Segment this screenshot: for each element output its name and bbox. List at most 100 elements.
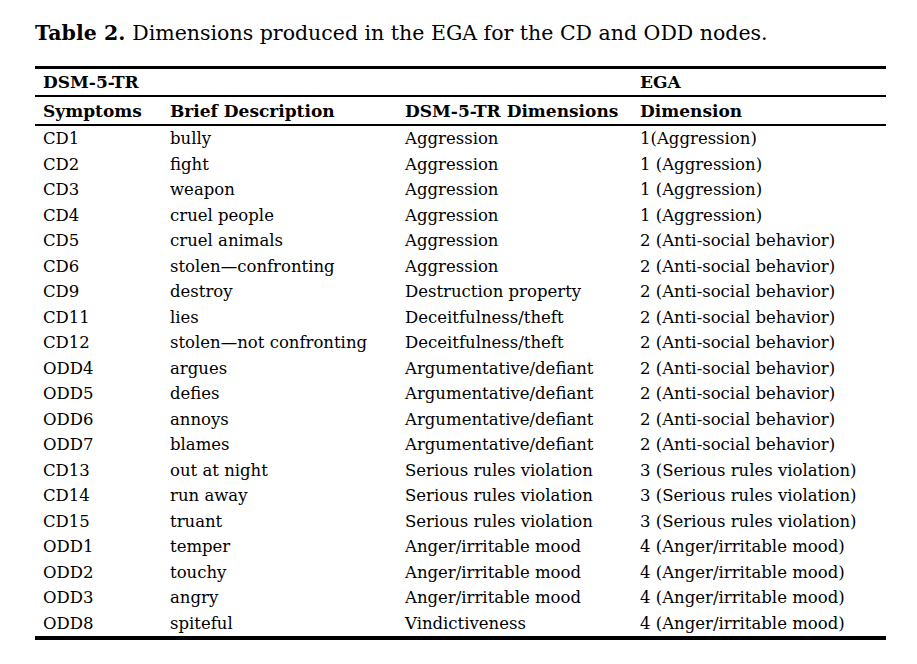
cell-brief-description: truant [162,509,397,535]
table-row: CD2fightAggression1 (Aggression) [35,152,886,178]
cell-dsm-dimension: Destruction property [397,279,632,305]
cell-brief-description: stolen—not confronting [162,330,397,356]
cell-brief-description: destroy [162,279,397,305]
table-row: CD14run awaySerious rules violation3 (Se… [35,483,886,509]
table-row: ODD5defiesArgumentative/defiant2 (Anti-s… [35,381,886,407]
cell-ega-dimension: 2 (Anti-social behavior) [632,254,886,280]
cell-symptom: ODD4 [35,356,162,382]
table-caption-text: Dimensions produced in the EGA for the C… [132,21,767,45]
cell-dsm-dimension: Anger/irritable mood [397,534,632,560]
cell-symptom: ODD8 [35,611,162,639]
cell-brief-description: touchy [162,560,397,586]
table-row: CD5cruel animalsAggression2 (Anti-social… [35,228,886,254]
cell-symptom: CD1 [35,125,162,152]
ega-dimensions-table: DSM-5-TR EGA Symptoms Brief Description … [35,66,886,640]
cell-dsm-dimension: Deceitfulness/theft [397,305,632,331]
cell-ega-dimension: 2 (Anti-social behavior) [632,381,886,407]
cell-brief-description: cruel animals [162,228,397,254]
cell-symptom: CD13 [35,458,162,484]
cell-ega-dimension: 2 (Anti-social behavior) [632,228,886,254]
cell-ega-dimension: 4 (Anger/irritable mood) [632,534,886,560]
cell-dsm-dimension: Aggression [397,177,632,203]
group-header-ega: EGA [632,68,886,97]
table-row: CD12stolen—not confrontingDeceitfulness/… [35,330,886,356]
cell-dsm-dimension: Vindictiveness [397,611,632,639]
cell-symptom: CD2 [35,152,162,178]
column-header-dsm-5-tr-dimensions: DSM-5-TR Dimensions [397,96,632,125]
cell-brief-description: cruel people [162,203,397,229]
cell-dsm-dimension: Aggression [397,228,632,254]
cell-dsm-dimension: Serious rules violation [397,483,632,509]
cell-dsm-dimension: Argumentative/defiant [397,381,632,407]
table-caption-label: Table 2. [35,21,125,45]
cell-brief-description: fight [162,152,397,178]
cell-brief-description: spiteful [162,611,397,639]
column-header-dimension: Dimension [632,96,886,125]
cell-ega-dimension: 3 (Serious rules violation) [632,458,886,484]
cell-symptom: ODD3 [35,585,162,611]
cell-symptom: ODD5 [35,381,162,407]
cell-dsm-dimension: Aggression [397,203,632,229]
cell-dsm-dimension: Argumentative/defiant [397,356,632,382]
cell-dsm-dimension: Aggression [397,125,632,152]
table-row: ODD3angryAnger/irritable mood4 (Anger/ir… [35,585,886,611]
cell-dsm-dimension: Argumentative/defiant [397,407,632,433]
table-row: ODD4arguesArgumentative/defiant2 (Anti-s… [35,356,886,382]
cell-symptom: ODD6 [35,407,162,433]
table-row: CD11liesDeceitfulness/theft2 (Anti-socia… [35,305,886,331]
cell-brief-description: angry [162,585,397,611]
table-row: ODD6annoysArgumentative/defiant2 (Anti-s… [35,407,886,433]
cell-ega-dimension: 2 (Anti-social behavior) [632,330,886,356]
cell-brief-description: run away [162,483,397,509]
table-row: ODD7blamesArgumentative/defiant2 (Anti-s… [35,432,886,458]
cell-brief-description: lies [162,305,397,331]
table-row: CD13out at nightSerious rules violation3… [35,458,886,484]
group-header-dsm-5-tr: DSM-5-TR [35,68,632,97]
page: Table 2. Dimensions produced in the EGA f… [0,0,917,664]
column-header-row: Symptoms Brief Description DSM-5-TR Dime… [35,96,886,125]
cell-dsm-dimension: Aggression [397,254,632,280]
group-header-row: DSM-5-TR EGA [35,68,886,97]
table-row: ODD8spitefulVindictiveness4 (Anger/irrit… [35,611,886,639]
table-row: ODD2touchyAnger/irritable mood4 (Anger/i… [35,560,886,586]
column-header-brief-description: Brief Description [162,96,397,125]
cell-brief-description: weapon [162,177,397,203]
cell-dsm-dimension: Deceitfulness/theft [397,330,632,356]
cell-ega-dimension: 4 (Anger/irritable mood) [632,560,886,586]
cell-ega-dimension: 1(Aggression) [632,125,886,152]
cell-symptom: CD5 [35,228,162,254]
table-row: ODD1temperAnger/irritable mood4 (Anger/i… [35,534,886,560]
cell-ega-dimension: 2 (Anti-social behavior) [632,432,886,458]
cell-brief-description: temper [162,534,397,560]
cell-ega-dimension: 1 (Aggression) [632,203,886,229]
cell-symptom: CD9 [35,279,162,305]
cell-ega-dimension: 2 (Anti-social behavior) [632,305,886,331]
table-row: CD15truantSerious rules violation3 (Seri… [35,509,886,535]
cell-ega-dimension: 2 (Anti-social behavior) [632,407,886,433]
cell-dsm-dimension: Anger/irritable mood [397,560,632,586]
table-caption: Table 2. Dimensions produced in the EGA f… [35,19,768,47]
cell-symptom: ODD2 [35,560,162,586]
cell-dsm-dimension: Serious rules violation [397,458,632,484]
cell-ega-dimension: 1 (Aggression) [632,152,886,178]
column-header-symptoms: Symptoms [35,96,162,125]
cell-ega-dimension: 3 (Serious rules violation) [632,483,886,509]
cell-brief-description: stolen—confronting [162,254,397,280]
table-row: CD3weaponAggression1 (Aggression) [35,177,886,203]
cell-brief-description: blames [162,432,397,458]
cell-brief-description: defies [162,381,397,407]
cell-symptom: CD3 [35,177,162,203]
cell-dsm-dimension: Serious rules violation [397,509,632,535]
cell-ega-dimension: 2 (Anti-social behavior) [632,279,886,305]
cell-brief-description: out at night [162,458,397,484]
table-row: CD1bullyAggression1(Aggression) [35,125,886,152]
cell-ega-dimension: 3 (Serious rules violation) [632,509,886,535]
cell-symptom: ODD1 [35,534,162,560]
table-row: CD4cruel peopleAggression1 (Aggression) [35,203,886,229]
table-row: CD6stolen—confrontingAggression2 (Anti-s… [35,254,886,280]
cell-symptom: ODD7 [35,432,162,458]
cell-ega-dimension: 2 (Anti-social behavior) [632,356,886,382]
cell-ega-dimension: 4 (Anger/irritable mood) [632,611,886,639]
table-head: DSM-5-TR EGA Symptoms Brief Description … [35,68,886,126]
cell-symptom: CD6 [35,254,162,280]
